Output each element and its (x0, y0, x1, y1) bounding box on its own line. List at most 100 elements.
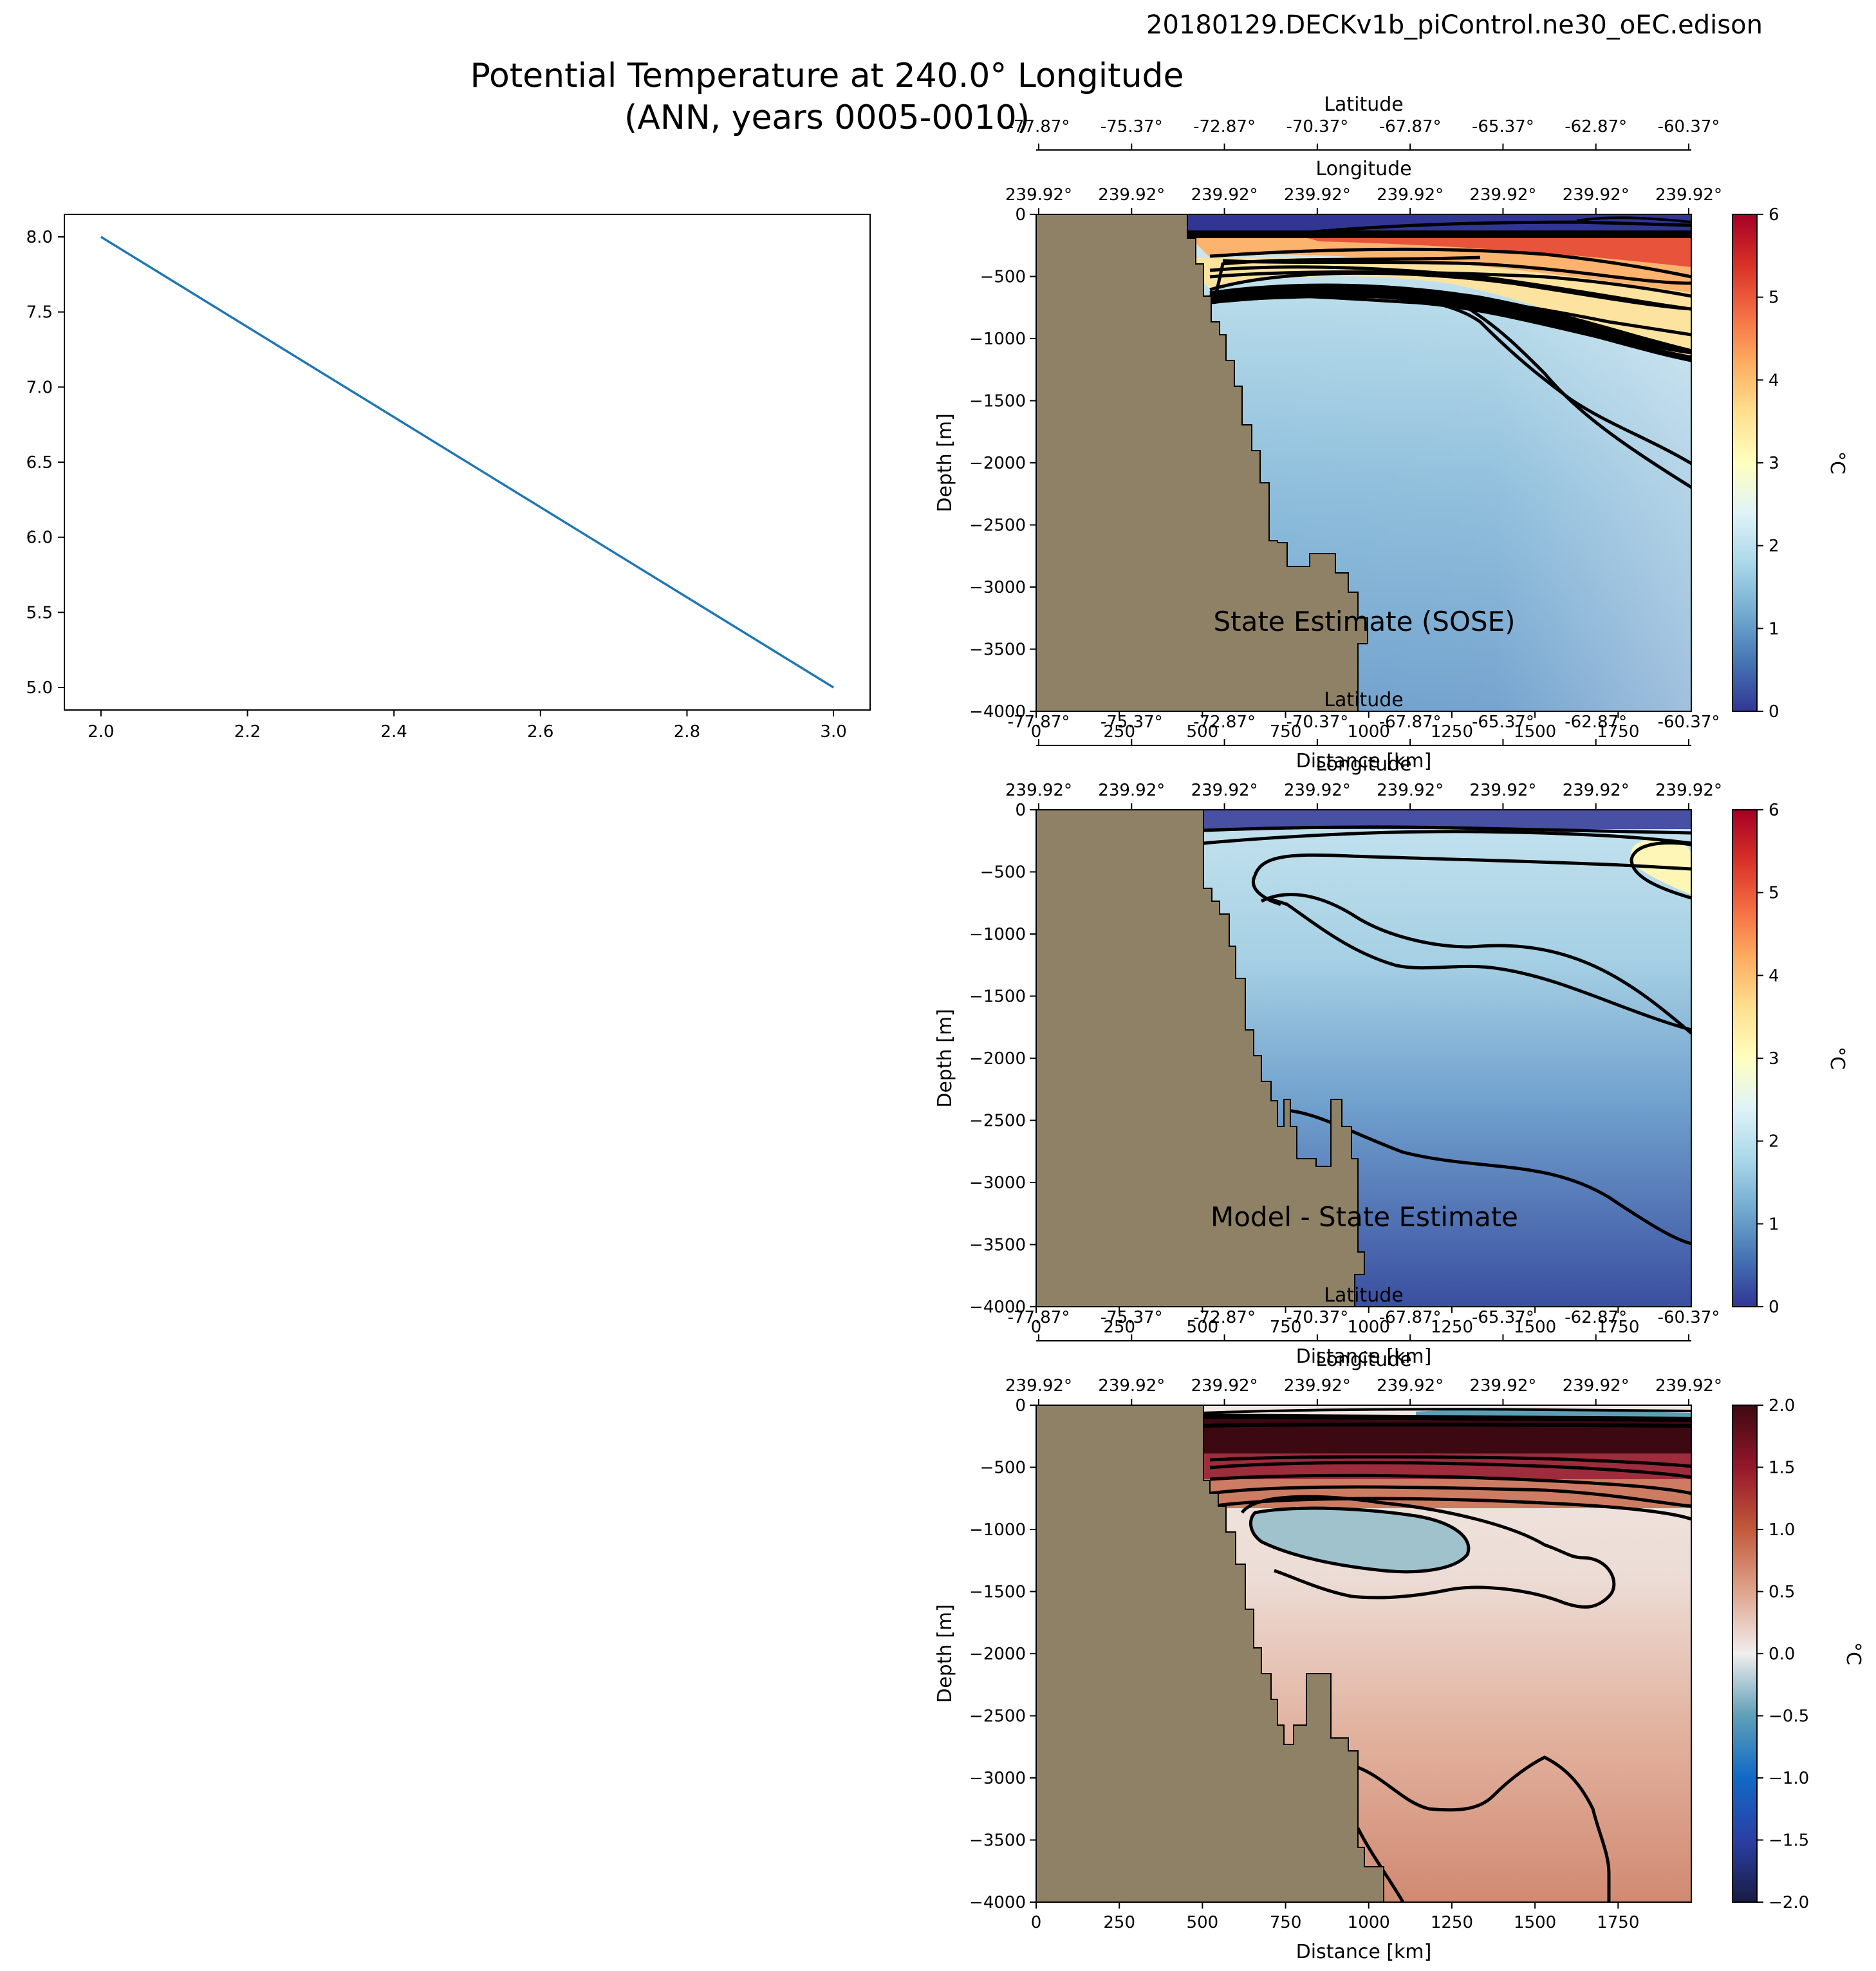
distance-tick-label: 1750 (1597, 1913, 1639, 1932)
panel-3-lat-label: Latitude (1324, 1284, 1403, 1307)
model-surface-cold-layer (1203, 810, 1691, 829)
latitude-tick-label: -67.87° (1379, 713, 1442, 732)
section-panel-sose: State Estimate (SOSE) (1036, 214, 1693, 712)
longitude-tick-label: 239.92° (1284, 1376, 1351, 1396)
line-chart-y-ticks: 5.0 5.5 6.0 6.5 7.0 7.5 8.0 (26, 228, 64, 698)
longitude-tick-label: 239.92° (1284, 781, 1351, 800)
panel-3-ylabel: Depth [m] (934, 1604, 956, 1703)
colorbar-tick-label: 1.5 (1769, 1459, 1795, 1478)
depth-tick-label: −1500 (969, 1583, 1026, 1602)
colorbar-tick-label: 2 (1769, 537, 1779, 556)
latitude-tick-label: -62.87° (1565, 1308, 1627, 1327)
colorbar-tick-label: −1.5 (1769, 1831, 1809, 1851)
distance-tick-label: 1500 (1514, 1318, 1556, 1337)
diff-warm-band (1203, 1416, 1691, 1453)
line-chart: 2.0 2.2 2.4 2.6 2.8 3.0 5.0 5.5 6.0 6.5 7.0 7.5 8.0 (26, 214, 871, 742)
longitude-tick-label: 239.92° (1284, 185, 1351, 205)
depth-tick-label: −3500 (969, 1236, 1026, 1255)
sose-contour-surface (1576, 216, 1692, 223)
model-contour-3 (1630, 841, 1692, 900)
colorbar-3-unit: °C (1842, 1642, 1864, 1665)
colorbar-tick-label: 5 (1769, 884, 1779, 903)
distance-tick-label: 0 (1031, 1913, 1042, 1932)
colorbar-tick-label: 0.0 (1769, 1645, 1795, 1664)
model-contour-5 (1260, 893, 1693, 1034)
sose-contour-upper-1 (1222, 259, 1692, 285)
sose-land-mask (1036, 214, 1368, 712)
depth-tick-label: −2500 (969, 516, 1026, 536)
line-chart-y-tick-label: 6.5 (26, 453, 53, 472)
sose-thermocline-band (1187, 230, 1691, 238)
panel-2-lon-label: Longitude (1315, 753, 1411, 776)
line-chart-y-tick-label: 7.0 (26, 378, 53, 397)
distance-tick-label: 250 (1103, 722, 1135, 742)
section-panel-model-minus-se: Model - State Estimate (1036, 809, 1693, 1307)
latitude-tick-label: -77.87° (1008, 713, 1070, 732)
colorbar-tick-label: 2.0 (1769, 1396, 1795, 1415)
depth-tick-label: −3500 (969, 1831, 1026, 1851)
line-chart-y-tick-label: 5.5 (26, 603, 53, 622)
latitude-tick-label: -75.37° (1101, 713, 1163, 732)
line-chart-y-tick-label: 6.0 (26, 528, 53, 548)
distance-tick-label: 750 (1270, 1913, 1302, 1932)
distance-tick-label: 750 (1270, 1318, 1302, 1337)
latitude-tick-label: -67.87° (1379, 117, 1442, 136)
sose-warm-layer-1 (1184, 257, 1691, 360)
colorbar-tick-label: −0.5 (1769, 1707, 1809, 1726)
colorbar-tick-label: 1.0 (1769, 1520, 1795, 1540)
latitude-tick-label: -65.37° (1472, 1308, 1534, 1327)
line-series (100, 236, 835, 689)
longitude-tick-label: 239.92° (1655, 781, 1722, 800)
colorbar-3: −2.0 −1.5 −1.0 −0.5 0.0 0.5 1.0 1.5 2.0 °C (1732, 1396, 1864, 1912)
longitude-tick-label: 239.92° (1098, 1376, 1165, 1396)
depth-tick-label: −4000 (969, 702, 1026, 722)
distance-tick-label: 0 (1031, 1318, 1042, 1337)
diff-contour-8 (1203, 1408, 1692, 1414)
depth-tick-label: −1000 (969, 1520, 1026, 1540)
sose-contour-1 (1209, 247, 1692, 279)
diff-contour-9 (1203, 1414, 1692, 1422)
distance-tick-label: 500 (1187, 1318, 1219, 1337)
distance-tick-label: 1500 (1514, 1913, 1556, 1932)
diff-contour-7 (1209, 1455, 1692, 1468)
section-panel-difference (1036, 1405, 1692, 1903)
distance-tick-label: 0 (1031, 722, 1042, 742)
colorbar-tick-label: 0.5 (1769, 1583, 1795, 1602)
depth-tick-label: −4000 (969, 1893, 1026, 1912)
sose-label: State Estimate (SOSE) (1213, 606, 1515, 637)
longitude-tick-label: 239.92° (1005, 185, 1072, 205)
colorbar-2: 0 1 2 3 4 5 6 °C (1732, 801, 1848, 1317)
figure-title-line2: (ANN, years 0005-0010) (624, 98, 1030, 137)
latitude-tick-label: -77.87° (1008, 1308, 1070, 1327)
colorbar-tick-label: 0 (1769, 702, 1779, 722)
line-chart-x-tick-label: 2.0 (88, 722, 114, 742)
diff-land-mask (1036, 1405, 1384, 1903)
latitude-tick-label: -70.37° (1286, 117, 1348, 136)
model-contour-4 (1252, 853, 1692, 1032)
distance-tick-label: 500 (1187, 722, 1219, 742)
depth-tick-label: 0 (1015, 801, 1026, 820)
distance-tick-label: 1750 (1597, 1318, 1639, 1337)
colorbar-tick-label: −1.0 (1769, 1769, 1809, 1788)
depth-tick-label: −1500 (969, 987, 1026, 1007)
colorbar-tick-label: 6 (1769, 801, 1779, 820)
distance-tick-label: 250 (1103, 1913, 1135, 1932)
colorbar-tick-label: −2.0 (1769, 1893, 1809, 1912)
depth-tick-label: −2000 (969, 1049, 1026, 1069)
depth-tick-label: −1000 (969, 330, 1026, 349)
depth-tick-label: 0 (1015, 205, 1026, 225)
line-chart-x-ticks: 2.0 2.2 2.4 2.6 2.8 3.0 (88, 710, 847, 742)
diff-contour-5 (1209, 1497, 1692, 1521)
distance-tick-label: 250 (1103, 1318, 1135, 1337)
line-chart-x-tick-label: 2.6 (527, 722, 553, 742)
distance-tick-label: 1250 (1431, 1913, 1473, 1932)
sose-contour-deep-2 (1225, 290, 1693, 465)
panel-3-xlabel: Distance [km] (1296, 1941, 1432, 1963)
panel-3-lon-label: Longitude (1315, 1349, 1411, 1371)
latitude-tick-label: -62.87° (1565, 117, 1627, 136)
depth-tick-label: −4000 (969, 1298, 1026, 1317)
colorbar-tick-label: 1 (1769, 619, 1779, 639)
sose-contour-1-5km (1209, 292, 1692, 359)
distance-tick-label: 1250 (1431, 1318, 1473, 1337)
